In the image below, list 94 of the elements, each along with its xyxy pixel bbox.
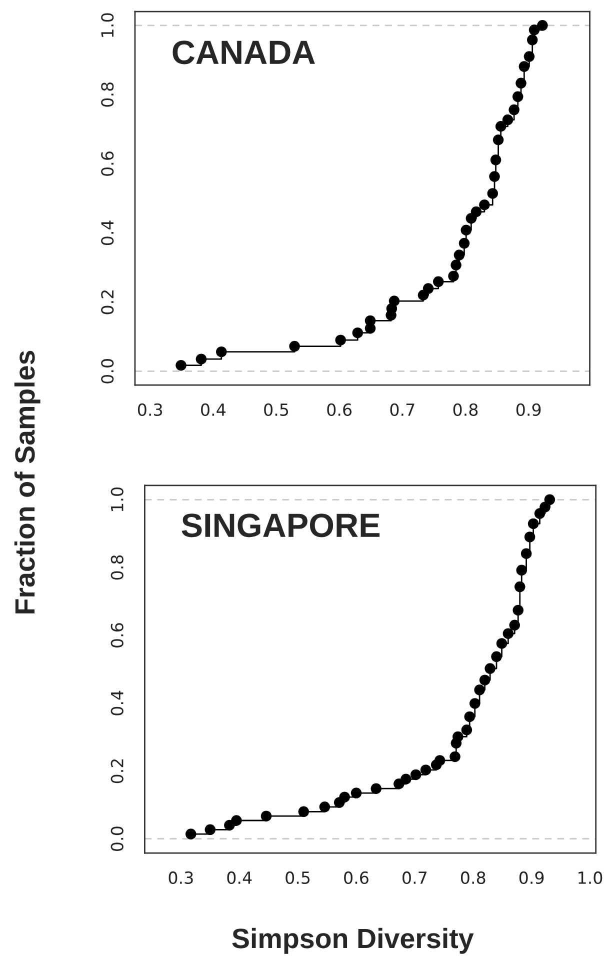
point: [335, 334, 346, 346]
point: [464, 711, 475, 722]
point: [432, 276, 444, 288]
point: [524, 51, 535, 62]
point: [491, 651, 502, 662]
point: [479, 200, 490, 210]
text: SINGAPORE: [182, 514, 380, 538]
point: [350, 788, 362, 798]
point: [176, 360, 186, 371]
x-tick-label: 0.4: [227, 871, 252, 884]
point: [479, 674, 490, 686]
x-tick-label: 0.8: [453, 403, 478, 416]
y-tick-label: 0.0: [110, 826, 124, 851]
y-tick-label: 0.8: [110, 555, 124, 580]
point: [528, 518, 539, 530]
point: [370, 783, 382, 794]
y-tick-label: 0.2: [110, 759, 124, 784]
point: [352, 327, 364, 338]
point: [260, 810, 272, 822]
point: [185, 828, 196, 840]
y-axis-title: Fraction of Samples: [14, 350, 40, 614]
y-tick-label: 0.6: [110, 623, 124, 648]
x-tick-label: 0.7: [402, 871, 427, 884]
point: [420, 764, 432, 776]
text: CANADA: [172, 40, 315, 64]
x-tick-label: 0.3: [168, 871, 193, 884]
point: [502, 114, 514, 126]
point: [489, 171, 500, 182]
x-tick-label: 0.9: [519, 871, 544, 884]
point: [512, 604, 524, 616]
point: [514, 581, 526, 592]
point: [502, 628, 514, 639]
point: [469, 698, 480, 709]
point: [450, 751, 460, 762]
y-tick-label: 0.4: [110, 690, 124, 716]
y-tick-label: 1.0: [101, 13, 114, 37]
point: [526, 34, 538, 46]
point: [470, 206, 482, 218]
point: [231, 815, 242, 826]
point: [516, 78, 526, 89]
point: [487, 188, 498, 199]
x-tick-label: 0.8: [460, 871, 486, 884]
point: [388, 296, 400, 306]
point: [339, 792, 350, 802]
x-tick-label: 0.6: [327, 403, 352, 416]
x-tick-label: 0.7: [390, 403, 414, 416]
point: [516, 564, 528, 576]
y-tick-label: 0.8: [101, 82, 114, 107]
point: [450, 260, 462, 270]
y-tick-label: 0.2: [101, 290, 114, 314]
point: [544, 494, 556, 506]
point: [474, 684, 485, 696]
y-tick-label: 1.0: [110, 487, 124, 512]
point: [508, 104, 520, 116]
x-tick-label: 1.0: [578, 871, 602, 884]
point: [410, 769, 422, 780]
point: [518, 61, 530, 72]
point: [490, 154, 502, 166]
point: [540, 502, 550, 512]
point: [524, 532, 536, 542]
x-tick-label: 0.3: [138, 403, 162, 416]
point: [434, 755, 446, 766]
x-tick-label: 0.5: [286, 871, 310, 884]
point: [460, 224, 472, 236]
point: [537, 20, 548, 31]
point: [454, 250, 465, 260]
point: [319, 802, 330, 812]
point: [520, 548, 532, 559]
point: [492, 134, 504, 146]
point: [216, 346, 227, 358]
y-tick-label: 0.0: [101, 359, 114, 384]
x-tick-label: 0.9: [516, 403, 541, 416]
point: [509, 620, 520, 631]
x-axis-title: Simpson Diversity: [232, 928, 474, 954]
point: [528, 24, 540, 36]
y-tick-label: 0.4: [101, 220, 114, 246]
point: [204, 824, 216, 836]
x-tick-label: 0.6: [344, 871, 368, 884]
point: [298, 806, 310, 818]
point: [512, 91, 524, 102]
point: [196, 354, 207, 364]
x-tick-label: 0.4: [201, 403, 226, 416]
y-tick-label: 0.6: [101, 152, 114, 176]
point: [289, 340, 300, 352]
point: [400, 774, 412, 784]
point: [458, 238, 470, 249]
x-tick-label: 0.5: [264, 403, 288, 416]
point: [448, 270, 459, 282]
point: [496, 638, 508, 649]
point: [495, 121, 506, 132]
point: [484, 663, 496, 674]
point: [422, 283, 434, 294]
point: [452, 731, 464, 742]
point: [461, 724, 472, 736]
